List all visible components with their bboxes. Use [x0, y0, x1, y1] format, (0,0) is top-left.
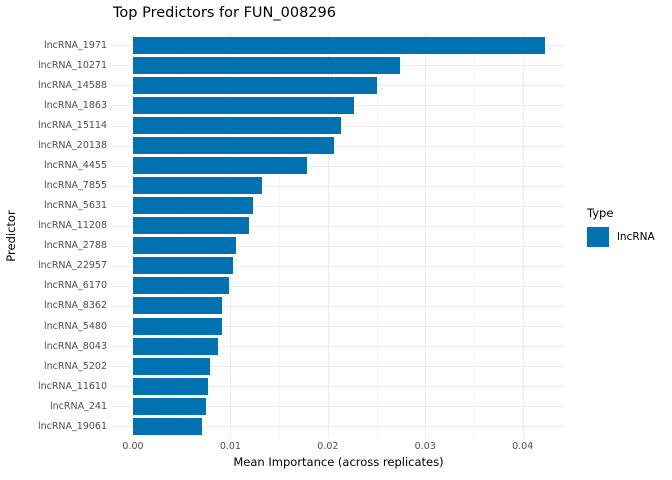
- bar: [133, 237, 237, 255]
- major-gridline: [133, 33, 134, 438]
- y-axis-title: Predictor: [4, 210, 18, 262]
- x-tick-label: 0.02: [317, 441, 339, 452]
- major-gridline: [327, 33, 329, 438]
- y-tick-label: lncRNA_6170: [43, 280, 107, 292]
- major-gridline: [230, 33, 232, 438]
- bar: [133, 357, 210, 375]
- y-tick-label: lncRNA_5202: [43, 360, 107, 372]
- minor-gridline: [181, 33, 183, 438]
- bar: [133, 157, 308, 175]
- row-gridline: [112, 346, 565, 348]
- legend-title: Type: [587, 206, 614, 220]
- y-tick-label: lncRNA_1863: [43, 99, 107, 111]
- bar: [133, 397, 207, 415]
- bar: [133, 76, 377, 94]
- bar: [133, 337, 218, 355]
- row-gridline: [112, 426, 565, 428]
- legend: Type lncRNA: [587, 206, 655, 247]
- y-tick-label: lncRNA_5480: [43, 320, 107, 332]
- y-tick-label: lncRNA_20138: [37, 140, 107, 152]
- y-tick-label: lncRNA_4455: [43, 160, 107, 172]
- x-tick-label: 0.03: [414, 441, 436, 452]
- y-tick-label: lncRNA_14588: [37, 79, 107, 91]
- y-tick-label: lncRNA_15114: [37, 120, 107, 131]
- minor-gridline: [376, 33, 378, 438]
- y-tick-label: lncRNA_19061: [37, 420, 107, 432]
- bar: [133, 137, 334, 155]
- x-axis-title: Mean Importance (across replicates): [233, 455, 444, 469]
- minor-gridline: [473, 33, 475, 438]
- y-tick-label: lncRNA_1971: [43, 39, 107, 51]
- chart-title: Top Predictors for FUN_008296: [113, 5, 336, 21]
- y-tick-label: lncRNA_2788: [43, 240, 107, 252]
- row-gridline: [112, 305, 565, 307]
- legend-item-label: lncRNA: [617, 231, 655, 243]
- row-gridline: [112, 205, 565, 207]
- row-gridline: [112, 225, 565, 227]
- legend-item: lncRNA: [587, 227, 655, 247]
- legend-key-swatch: [587, 227, 609, 247]
- row-gridline: [112, 145, 565, 147]
- x-tick-label: 0.00: [122, 441, 144, 452]
- bar: [133, 217, 249, 235]
- y-tick-label: lncRNA_11208: [37, 220, 107, 232]
- row-gridline: [112, 265, 565, 267]
- major-gridline: [425, 33, 427, 438]
- bar: [133, 36, 546, 54]
- y-tick-label: lncRNA_5631: [43, 200, 107, 212]
- y-tick-label: lncRNA_8362: [43, 300, 107, 312]
- row-gridline: [112, 386, 565, 388]
- y-tick-label: lncRNA_7855: [43, 180, 107, 192]
- bar: [133, 417, 203, 435]
- y-tick-label: lncRNA_22957: [37, 260, 107, 272]
- row-gridline: [112, 165, 565, 167]
- bar: [133, 377, 208, 395]
- minor-gridline: [279, 33, 281, 438]
- x-tick-label: 0.04: [512, 441, 534, 452]
- bar: [133, 177, 262, 195]
- bar: [133, 197, 253, 215]
- row-gridline: [112, 406, 565, 408]
- row-gridline: [112, 366, 565, 368]
- y-tick-label: lncRNA_241: [50, 400, 107, 412]
- bar: [133, 297, 222, 315]
- y-tick-label: lncRNA_11610: [37, 380, 107, 392]
- bar: [133, 317, 222, 335]
- bar: [133, 96, 355, 114]
- row-gridline: [112, 245, 565, 247]
- major-gridline: [522, 33, 524, 438]
- y-tick-label: lncRNA_8043: [43, 340, 107, 352]
- bar: [133, 117, 342, 134]
- x-tick-label: 0.01: [219, 441, 241, 452]
- bar: [133, 277, 230, 295]
- row-gridline: [112, 185, 565, 187]
- bar: [133, 56, 400, 74]
- row-gridline: [112, 326, 565, 327]
- bar: [133, 257, 234, 275]
- row-gridline: [112, 285, 565, 287]
- plot-panel: [112, 33, 565, 438]
- y-tick-label: lncRNA_10271: [37, 59, 107, 71]
